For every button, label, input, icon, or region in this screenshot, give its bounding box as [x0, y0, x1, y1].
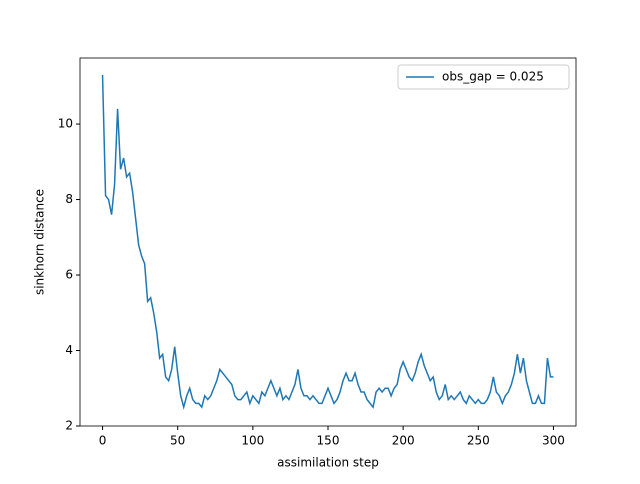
legend-label: obs_gap = 0.025 — [442, 70, 544, 84]
y-tick-label: 6 — [65, 268, 73, 282]
x-tick-label: 200 — [392, 434, 415, 448]
legend-box — [397, 64, 570, 90]
y-axis-label: sinkhorn distance — [33, 189, 47, 295]
y-tick-label: 8 — [65, 192, 73, 206]
plot-frame — [79, 57, 577, 427]
x-tick-label: 300 — [542, 434, 565, 448]
x-tick-label: 0 — [99, 434, 107, 448]
y-tick-label: 4 — [65, 343, 73, 357]
y-tick-label: 2 — [65, 419, 73, 433]
x-tick-label: 150 — [317, 434, 340, 448]
x-tick-label: 250 — [467, 434, 490, 448]
x-axis-label: assimilation step — [277, 456, 379, 470]
y-tick-label: 10 — [58, 117, 73, 131]
data-line — [101, 74, 554, 411]
x-tick-label: 100 — [241, 434, 264, 448]
x-tick-label: 50 — [170, 434, 185, 448]
